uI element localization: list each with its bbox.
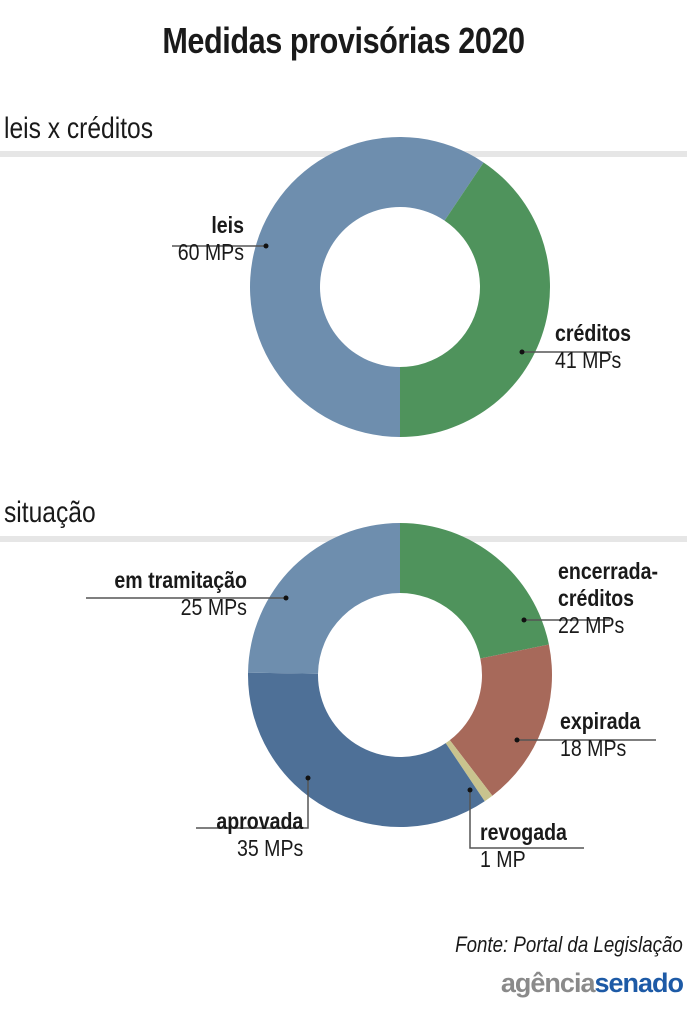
slice-value: 35 MPs	[236, 835, 303, 861]
donut-slice-revogada	[445, 740, 493, 802]
slice-name: revogada	[480, 819, 567, 845]
donut-slice-leis	[250, 137, 484, 438]
slice-value: 25 MPs	[180, 594, 247, 620]
label-revogada: revogada 1 MP	[480, 819, 567, 873]
source-note: Fonte: Portal da Legislação	[455, 932, 683, 957]
slice-name: aprovada	[216, 808, 303, 834]
leader-line	[469, 790, 584, 849]
slice-value: 18 MPs	[560, 735, 627, 761]
agencia-senado-logo: agênciasenado	[500, 968, 684, 999]
leader-dot	[519, 349, 525, 355]
section-title-situacao: situação	[4, 496, 96, 529]
label-creditos: créditos 41 MPs	[555, 320, 631, 374]
leader-dot	[283, 595, 289, 601]
donut-slice-cr-ditos	[400, 162, 551, 437]
slice-name: expirada	[560, 708, 641, 734]
label-expirada: expirada 18 MPs	[560, 708, 640, 762]
leader-line	[196, 778, 309, 829]
donut-slice-em-tramita--o	[248, 523, 400, 674]
leader-dot	[305, 775, 311, 781]
label-aprovada: aprovada 35 MPs	[216, 808, 303, 862]
leader-dot	[514, 737, 520, 743]
label-em-tramitacao: em tramitação 25 MPs	[114, 567, 247, 621]
slice-name: leis	[211, 212, 244, 238]
donut-slice-aprovada	[248, 672, 485, 827]
slice-name: encerrada-créditos	[558, 558, 658, 611]
label-leis: leis 60 MPs	[178, 212, 244, 266]
slice-value: 22 MPs	[558, 612, 625, 638]
logo-text-agencia: agência	[500, 968, 596, 998]
section-title-leis-creditos: leis x créditos	[4, 112, 154, 145]
slice-value: 1 MP	[480, 846, 526, 872]
slice-value: 60 MPs	[177, 239, 244, 265]
leader-dot	[467, 787, 473, 793]
slice-value: 41 MPs	[555, 347, 622, 373]
label-encerrada-creditos: encerrada-créditos 22 MPs	[558, 558, 669, 639]
donut-slice-expirada	[449, 644, 552, 796]
slice-name: em tramitação	[114, 567, 247, 593]
donut-slice-encerrada-cr-ditos	[400, 523, 549, 659]
leader-dot	[263, 243, 269, 249]
page-title: Medidas provisórias 2020	[162, 20, 525, 61]
slice-name: créditos	[555, 320, 632, 346]
leader-dot	[521, 617, 527, 623]
logo-text-senado: senado	[594, 968, 684, 998]
